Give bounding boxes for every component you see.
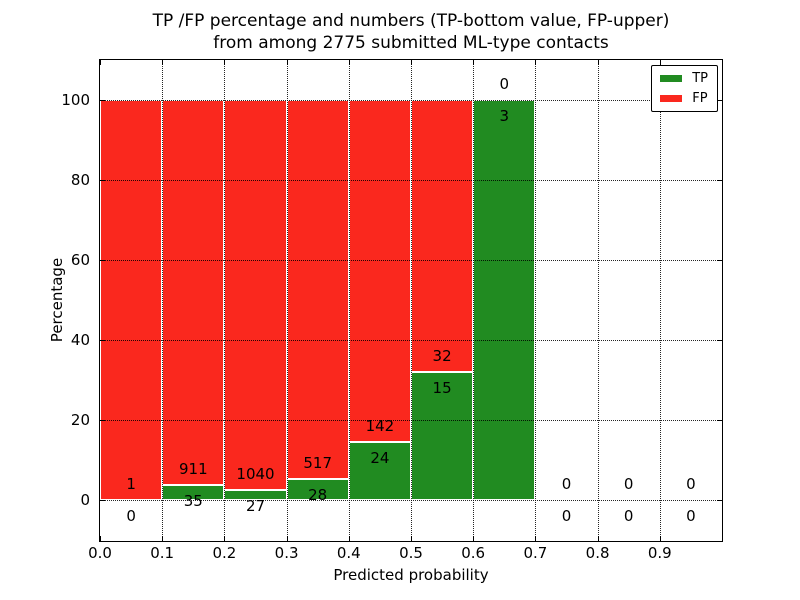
x-tick-mark <box>100 536 101 541</box>
y-tick-mark <box>100 180 105 181</box>
tp-count-label: 0 <box>623 507 634 525</box>
x-tick-mark <box>224 536 226 541</box>
fp-count-label: 0 <box>623 475 634 493</box>
gridline-vertical <box>659 60 661 541</box>
x-tick-mark <box>473 60 475 65</box>
fp-count-label: 0 <box>499 75 510 93</box>
gridline-vertical <box>348 60 350 541</box>
plot-area: 1 0 911 35 1040 27 517 28 142 24 32 15 0 3 0 0 0 0 0 0 TP F… <box>99 59 723 542</box>
fp-count-label: 1 <box>126 475 136 493</box>
x-tick-mark <box>597 60 599 65</box>
y-tick-label: 60 <box>70 251 90 269</box>
tp-count-label: 15 <box>432 379 452 398</box>
x-tick-label: 0.2 <box>212 544 237 562</box>
x-tick-mark <box>473 536 475 541</box>
x-tick-label: 0.6 <box>461 544 486 562</box>
x-tick-mark <box>162 60 164 65</box>
legend: TP FP <box>651 65 718 112</box>
x-tick-mark <box>162 536 164 541</box>
fp-bar-segment <box>224 100 287 490</box>
x-axis-label: Predicted probability <box>333 566 489 584</box>
y-tick-mark <box>717 420 722 421</box>
x-tick-label: 0.1 <box>150 544 175 562</box>
tp-count-label: 27 <box>245 496 266 515</box>
tp-count-label: 28 <box>308 486 328 505</box>
y-tick-mark <box>100 340 105 341</box>
fp-bar-segment <box>348 100 411 443</box>
y-tick-mark <box>717 180 722 181</box>
y-tick-mark <box>100 260 105 261</box>
x-tick-label: 0.5 <box>399 544 423 562</box>
x-tick-label: 0.9 <box>647 544 672 562</box>
fp-bar-segment <box>286 100 349 480</box>
fp-count-label: 142 <box>365 417 395 436</box>
gridline-vertical <box>597 60 599 541</box>
x-tick-label: 0.0 <box>88 544 112 562</box>
legend-item-fp: FP <box>660 92 708 105</box>
chart-title-line2: from among 2775 submitted ML-type contac… <box>213 33 609 53</box>
tp-count-label: 35 <box>183 492 203 511</box>
x-tick-mark <box>348 60 350 65</box>
x-tick-mark <box>597 536 599 541</box>
x-tick-mark <box>535 60 537 65</box>
x-tick-mark <box>411 60 412 65</box>
gridline-vertical <box>224 60 226 541</box>
legend-label-fp: FP <box>692 91 708 106</box>
y-tick-label: 40 <box>70 331 90 349</box>
x-tick-mark <box>535 536 537 541</box>
x-tick-label: 0.3 <box>274 544 299 562</box>
fp-count-label: 1040 <box>236 464 275 483</box>
x-tick-mark <box>411 536 412 541</box>
x-tick-label: 0.7 <box>523 544 548 562</box>
x-tick-mark <box>286 536 288 541</box>
chart-title-line1: TP /FP percentage and numbers (TP-bottom… <box>152 11 670 31</box>
fp-count-label: 0 <box>561 475 572 493</box>
fp-color-swatch <box>660 95 683 102</box>
fp-count-label: 517 <box>303 454 333 473</box>
y-tick-mark <box>100 420 105 421</box>
fp-bar-segment <box>162 100 225 486</box>
x-tick-mark <box>100 60 101 65</box>
tp-count-label: 24 <box>370 449 390 468</box>
fp-bar-segment <box>100 100 163 500</box>
y-tick-mark <box>717 260 722 261</box>
y-tick-mark <box>717 100 722 101</box>
fp-count-label: 32 <box>432 347 452 366</box>
x-tick-mark <box>286 60 288 65</box>
gridline-vertical <box>535 60 537 541</box>
fp-count-label: 0 <box>686 475 696 493</box>
tp-count-label: 0 <box>561 507 572 525</box>
chart-title: TP /FP percentage and numbers (TP-bottom… <box>100 10 722 54</box>
y-tick-mark <box>100 500 105 501</box>
x-tick-mark <box>348 536 350 541</box>
y-tick-label: 100 <box>61 91 90 109</box>
y-tick-mark <box>717 500 722 501</box>
y-tick-mark <box>100 100 105 101</box>
x-tick-mark <box>659 536 661 541</box>
gridline-vertical <box>411 60 412 541</box>
legend-label-tp: TP <box>692 71 708 86</box>
tp-count-label: 0 <box>686 507 696 525</box>
x-tick-label: 0.4 <box>336 544 361 562</box>
fp-bar-segment <box>411 100 474 373</box>
tp-bar-segment <box>473 100 536 500</box>
gridline-vertical <box>162 60 164 541</box>
y-tick-label: 0 <box>80 491 90 509</box>
x-tick-label: 0.8 <box>585 544 610 562</box>
tp-bar-segment <box>348 442 411 500</box>
tp-count-label: 3 <box>499 107 510 125</box>
x-tick-mark <box>224 60 226 65</box>
tp-color-swatch <box>660 75 683 82</box>
tp-count-label: 0 <box>126 507 136 525</box>
gridline-vertical <box>473 60 475 541</box>
x-tick-mark <box>659 60 661 65</box>
y-tick-label: 20 <box>70 411 90 429</box>
fp-count-label: 911 <box>178 460 208 479</box>
gridline-vertical <box>286 60 288 541</box>
y-tick-label: 80 <box>70 171 90 189</box>
legend-item-tp: TP <box>660 72 708 85</box>
y-tick-mark <box>717 340 722 341</box>
y-axis-label: Percentage <box>48 257 66 343</box>
